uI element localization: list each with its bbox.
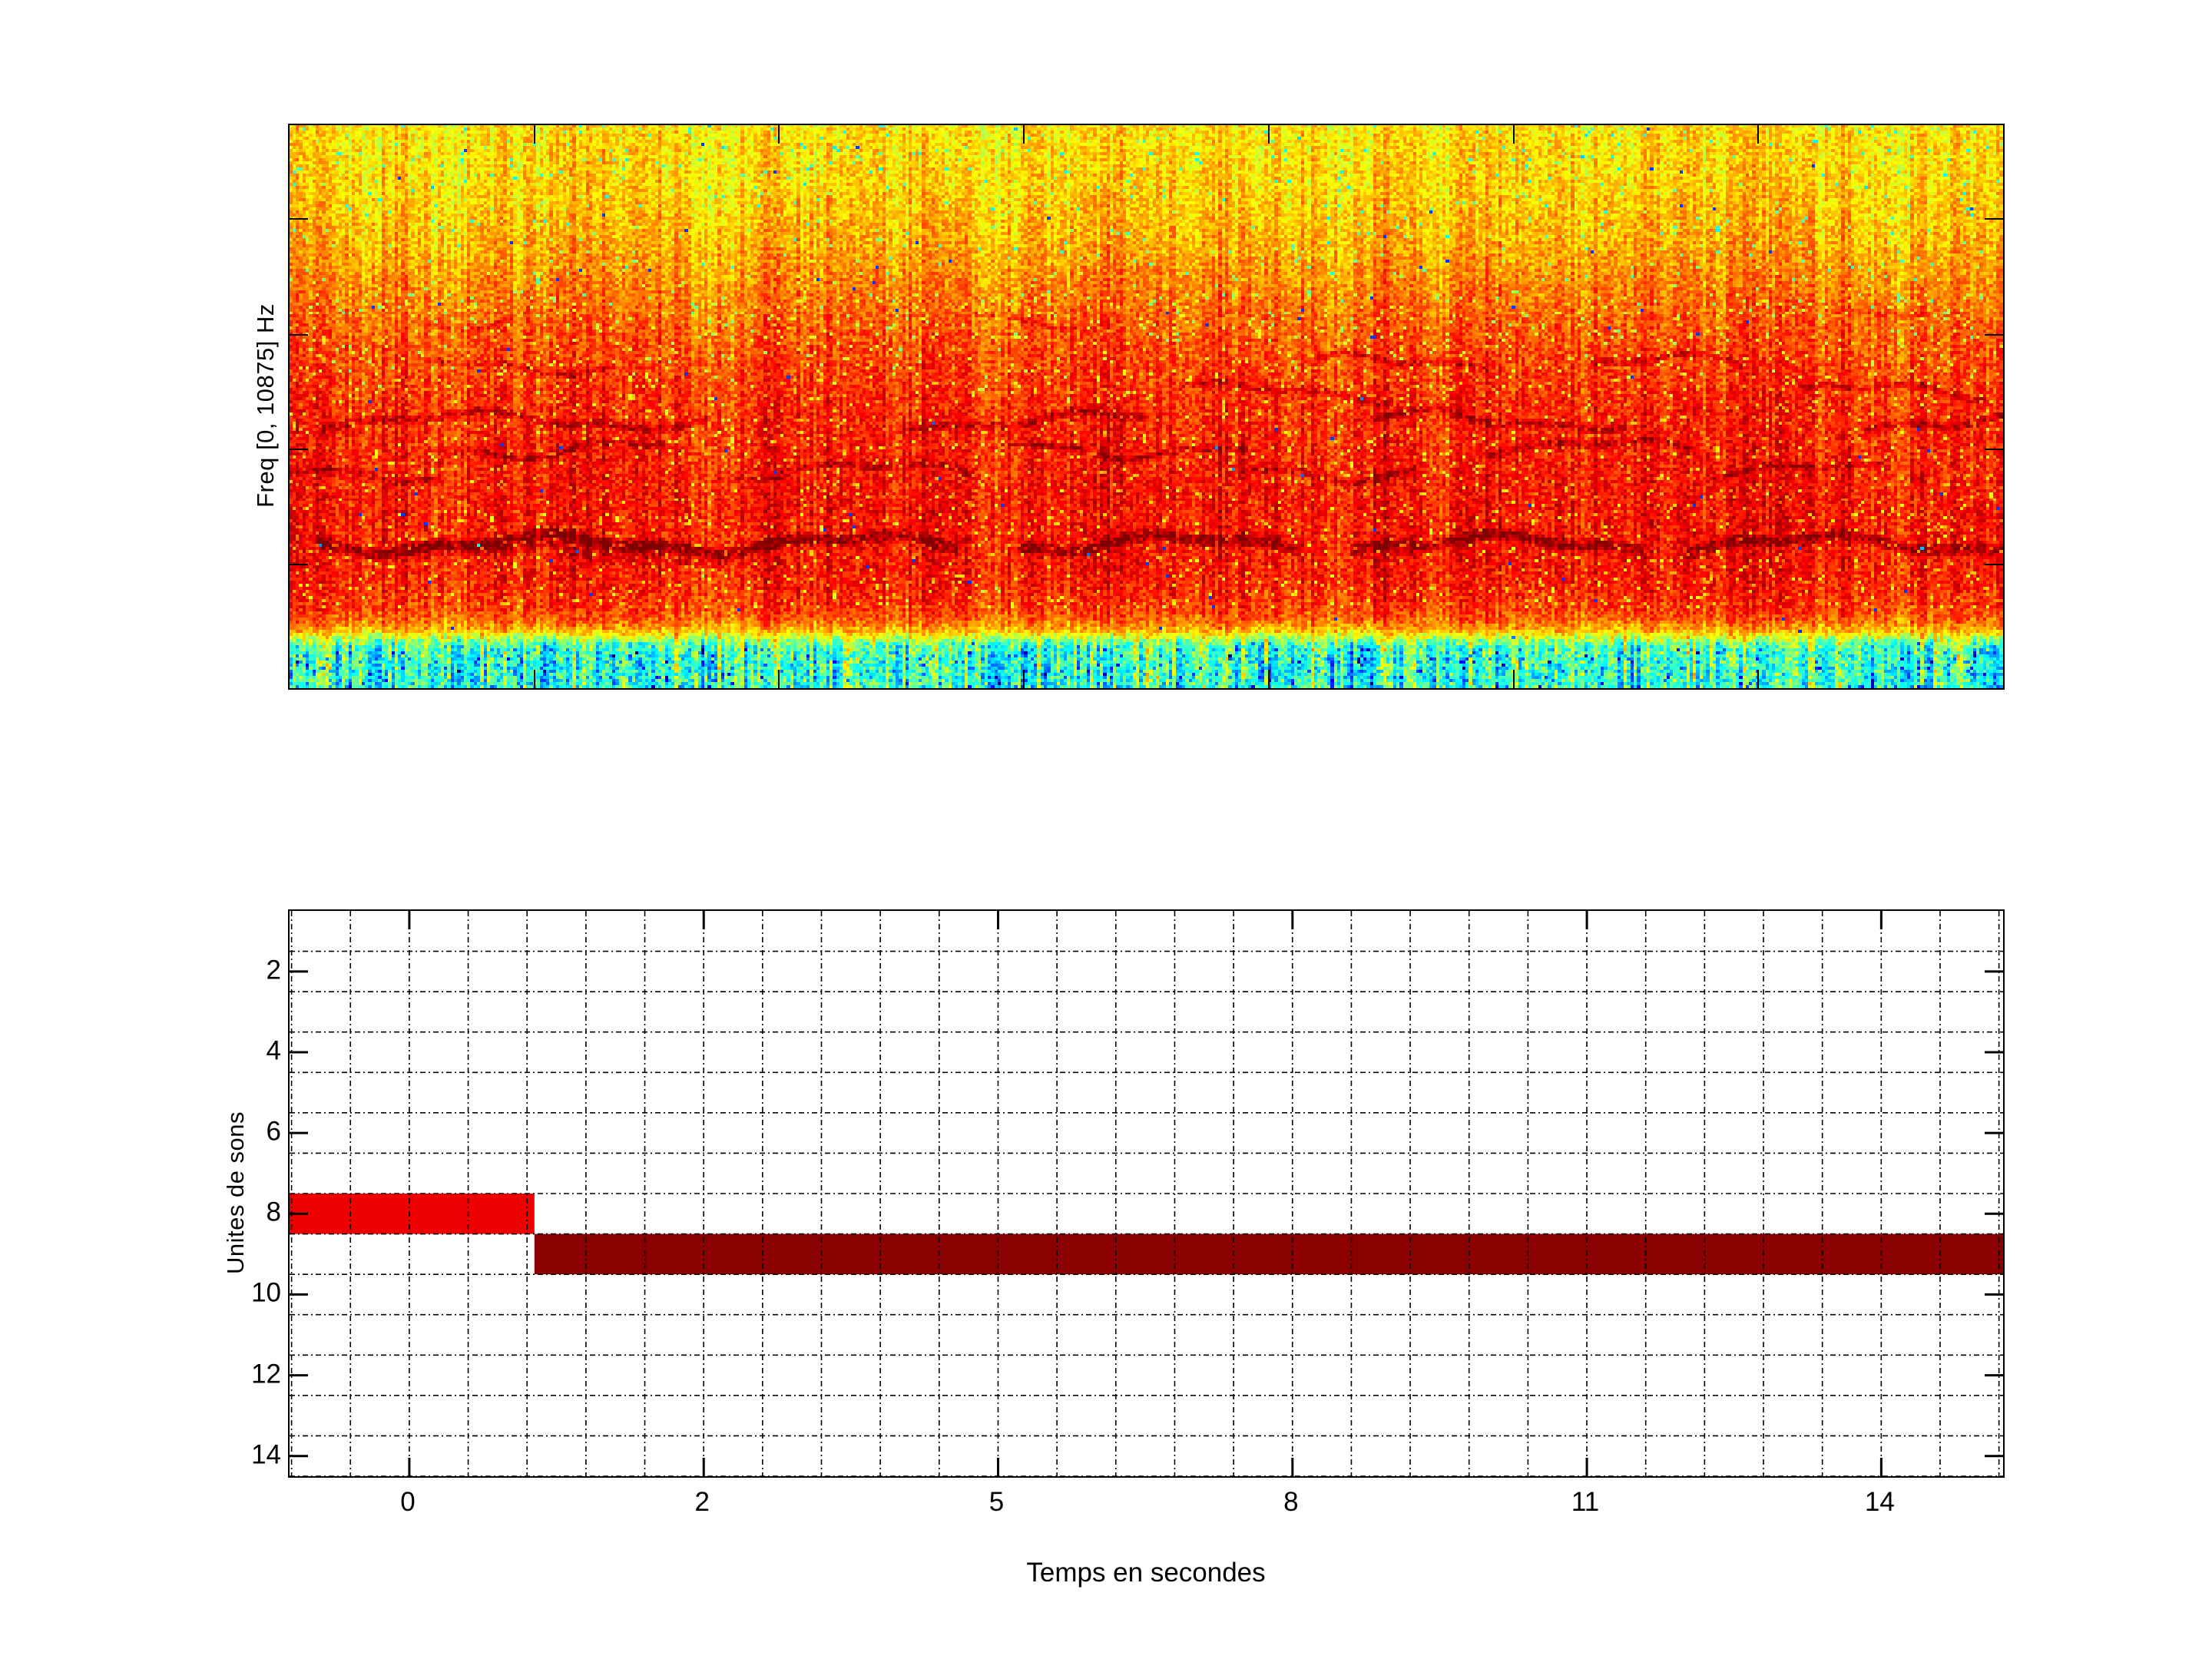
axis-tick-mark [290, 564, 308, 566]
units-xlabel: Temps en secondes [1026, 1558, 1266, 1588]
axis-tick-mark [290, 333, 308, 336]
axis-tick-mark [1023, 125, 1025, 144]
y-tick-label: 10 [251, 1277, 281, 1308]
axis-tick-mark [1267, 670, 1270, 688]
y-tick-label: 6 [266, 1116, 281, 1147]
units-chart [290, 911, 2003, 1476]
axis-tick-mark [1512, 125, 1515, 144]
y-tick-label: 2 [266, 955, 281, 985]
y-tick-label: 4 [266, 1035, 281, 1066]
axis-tick-mark [533, 670, 535, 688]
axis-tick-mark [1023, 670, 1025, 688]
axis-tick-mark [1512, 670, 1515, 688]
y-tick-label: 8 [266, 1197, 281, 1227]
axis-tick-mark [778, 670, 780, 688]
axis-tick-mark [1985, 449, 2003, 451]
axis-tick-mark [1757, 670, 1760, 688]
spectrogram-ylabel: Freq [0, 10875] Hz [252, 303, 279, 508]
axis-tick-mark [1985, 333, 2003, 336]
x-tick-label: 8 [1283, 1487, 1299, 1517]
bar-segment-son-8 [290, 1194, 535, 1234]
axis-tick-mark [778, 125, 780, 144]
x-tick-label: 5 [988, 1487, 1005, 1517]
y-tick-label: 12 [251, 1359, 281, 1389]
bar-segment-son-9 [534, 1233, 2003, 1275]
axis-tick-mark [290, 449, 308, 451]
axis-tick-mark [1985, 218, 2003, 220]
units-chart-axes [288, 909, 2005, 1478]
spectrogram-heatmap [290, 125, 2003, 688]
x-tick-label: 14 [1864, 1487, 1895, 1517]
y-tick-label: 14 [251, 1439, 281, 1470]
axis-tick-mark [1267, 125, 1270, 144]
x-tick-label: 11 [1571, 1487, 1600, 1517]
axis-tick-mark [1985, 564, 2003, 566]
spectrogram-axes [288, 124, 2005, 690]
axis-tick-mark [1757, 125, 1760, 144]
x-tick-label: 2 [694, 1487, 710, 1517]
x-tick-label: 0 [400, 1487, 416, 1517]
axis-tick-mark [533, 125, 535, 144]
axis-tick-mark [290, 218, 308, 220]
